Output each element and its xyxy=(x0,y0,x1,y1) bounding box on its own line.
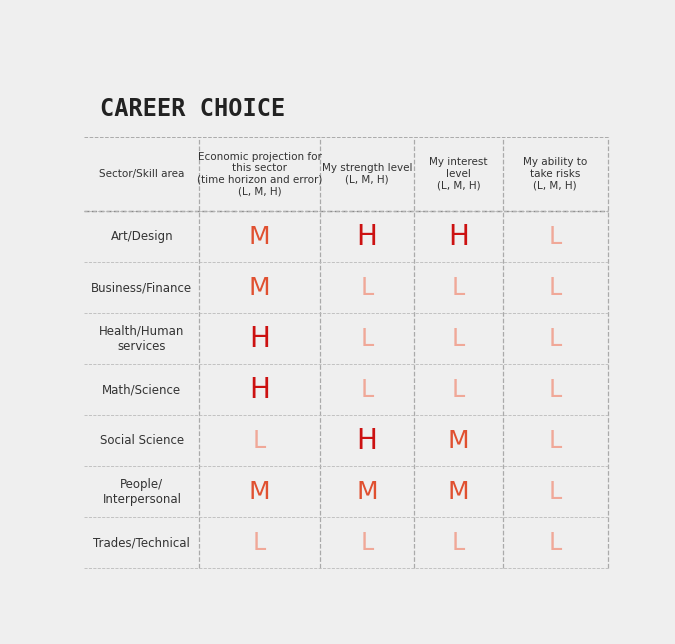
Text: L: L xyxy=(452,276,465,299)
Text: M: M xyxy=(356,480,378,504)
Text: L: L xyxy=(549,327,562,351)
Text: L: L xyxy=(549,531,562,554)
Text: My ability to
take risks
(L, M, H): My ability to take risks (L, M, H) xyxy=(523,157,587,191)
Text: Business/Finance: Business/Finance xyxy=(91,281,192,294)
Text: L: L xyxy=(360,531,373,554)
Text: H: H xyxy=(356,427,377,455)
Text: H: H xyxy=(356,223,377,251)
Text: L: L xyxy=(549,429,562,453)
Text: L: L xyxy=(253,429,266,453)
Text: L: L xyxy=(360,377,373,402)
Text: Social Science: Social Science xyxy=(100,434,184,447)
Text: L: L xyxy=(549,225,562,249)
Text: My interest
level
(L, M, H): My interest level (L, M, H) xyxy=(429,157,487,191)
Text: H: H xyxy=(249,325,270,353)
Text: L: L xyxy=(549,377,562,402)
Text: L: L xyxy=(253,531,266,554)
Text: L: L xyxy=(452,377,465,402)
Text: Sector/Skill area: Sector/Skill area xyxy=(99,169,184,179)
Text: M: M xyxy=(249,225,271,249)
Text: H: H xyxy=(249,375,270,404)
Text: CAREER CHOICE: CAREER CHOICE xyxy=(100,97,286,121)
Text: M: M xyxy=(448,480,469,504)
Text: H: H xyxy=(448,223,469,251)
Text: L: L xyxy=(549,480,562,504)
Text: L: L xyxy=(452,327,465,351)
Text: M: M xyxy=(249,276,271,299)
Text: Trades/Technical: Trades/Technical xyxy=(93,536,190,549)
Text: L: L xyxy=(360,276,373,299)
Text: People/
Interpersonal: People/ Interpersonal xyxy=(103,478,182,506)
Text: Math/Science: Math/Science xyxy=(103,383,182,396)
Text: Art/Design: Art/Design xyxy=(111,230,173,243)
Text: My strength level
(L, M, H): My strength level (L, M, H) xyxy=(321,163,412,185)
Text: Economic projection for
this sector
(time horizon and error)
(L, M, H): Economic projection for this sector (tim… xyxy=(197,151,322,196)
Text: L: L xyxy=(360,327,373,351)
Text: L: L xyxy=(549,276,562,299)
Text: M: M xyxy=(448,429,469,453)
Text: M: M xyxy=(249,480,271,504)
Text: L: L xyxy=(452,531,465,554)
Text: Health/Human
services: Health/Human services xyxy=(99,325,184,353)
